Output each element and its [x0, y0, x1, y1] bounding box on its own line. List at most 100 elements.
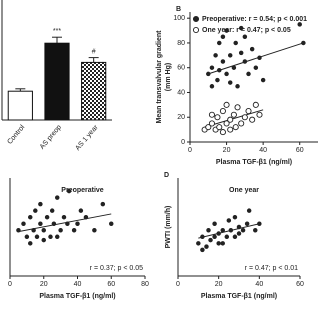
- point: [233, 40, 238, 46]
- point: [238, 120, 245, 127]
- point: [257, 221, 262, 226]
- point: [206, 71, 211, 77]
- bar: [81, 61, 107, 121]
- point: [208, 237, 213, 243]
- x-tick-label: 20: [40, 281, 48, 288]
- chart-title: One year: [229, 187, 259, 194]
- point: [212, 234, 217, 240]
- bar: [44, 42, 70, 121]
- point: [38, 221, 43, 226]
- x-tick-label: 20: [223, 147, 231, 154]
- point: [230, 111, 237, 118]
- point: [217, 67, 222, 73]
- annotation: r = 0.37; p < 0.05: [90, 265, 143, 272]
- x-tick-label: 20: [215, 281, 223, 288]
- point: [31, 228, 36, 233]
- point: [236, 224, 242, 230]
- y-tick-label: 80: [177, 40, 185, 47]
- point: [244, 221, 250, 226]
- point: [228, 228, 234, 233]
- x-tick-label: AS 1 year: [74, 123, 100, 152]
- point: [28, 214, 33, 220]
- point: [253, 228, 258, 233]
- point: [246, 71, 251, 77]
- point: [58, 228, 63, 233]
- point: [232, 124, 239, 131]
- legend-marker: [192, 26, 200, 34]
- point: [223, 101, 230, 108]
- point: [238, 50, 244, 56]
- point: [51, 221, 57, 226]
- legend-label: One year: r = 0.47; p < 0.05: [202, 27, 291, 34]
- bar: [7, 90, 33, 121]
- point: [208, 120, 215, 127]
- point: [16, 228, 21, 233]
- legend-label: Preoperative: r = 0.54; p < 0.001: [202, 16, 307, 23]
- point: [66, 188, 72, 194]
- significance: #: [92, 48, 96, 55]
- point: [209, 84, 215, 89]
- point: [220, 34, 226, 40]
- point: [65, 221, 70, 226]
- point: [232, 234, 238, 240]
- point: [249, 116, 256, 123]
- x-tick-label: 60: [296, 281, 304, 288]
- point: [55, 195, 60, 200]
- point: [238, 25, 244, 31]
- x-axis-label: Plasma TGF-β1 (ng/ml): [39, 293, 115, 300]
- point: [212, 221, 217, 226]
- x-tick-label: 0: [188, 147, 192, 154]
- y-tick-label: 100: [173, 15, 185, 22]
- point: [301, 40, 306, 46]
- x-axis-label: Plasma TGF-β1 (ng/ml): [216, 159, 292, 166]
- panel-label: B: [176, 6, 181, 13]
- point: [216, 231, 221, 236]
- point: [219, 107, 226, 115]
- x-tick-label: Control: [6, 124, 26, 146]
- point: [34, 234, 40, 240]
- y-axis-label: (mm Hg): [165, 63, 172, 91]
- x-tick-label: 60: [107, 281, 115, 288]
- point: [41, 237, 47, 243]
- point: [216, 241, 221, 246]
- point: [242, 59, 248, 64]
- point: [257, 55, 262, 61]
- point: [246, 208, 252, 213]
- point: [224, 71, 229, 77]
- point: [224, 28, 229, 33]
- point: [215, 77, 220, 83]
- point: [48, 234, 53, 240]
- point: [232, 214, 238, 220]
- point: [260, 77, 266, 83]
- point: [204, 244, 209, 249]
- point: [249, 46, 255, 52]
- point: [200, 247, 205, 253]
- point: [220, 59, 226, 64]
- annotation: r = 0.47; p < 0.01: [245, 265, 298, 272]
- point: [200, 234, 205, 240]
- point: [227, 126, 234, 133]
- point: [49, 208, 55, 213]
- point: [100, 201, 106, 207]
- y-tick-label: 20: [177, 114, 185, 121]
- point: [227, 116, 234, 123]
- point: [231, 65, 237, 70]
- point: [92, 228, 97, 233]
- x-tick-label: 0: [8, 281, 12, 288]
- point: [234, 104, 241, 111]
- point: [220, 228, 225, 233]
- point: [38, 201, 43, 207]
- point: [213, 53, 218, 58]
- point: [220, 241, 225, 246]
- x-axis-label: Plasma TGF-β1 (ng/ml): [201, 293, 277, 300]
- point: [256, 111, 263, 118]
- point: [240, 228, 246, 233]
- x-tick-label: 40: [259, 147, 267, 154]
- point: [253, 65, 259, 70]
- point: [41, 228, 47, 233]
- point: [205, 124, 212, 131]
- point: [297, 22, 302, 27]
- point: [252, 101, 259, 108]
- point: [219, 129, 226, 136]
- point: [206, 228, 211, 233]
